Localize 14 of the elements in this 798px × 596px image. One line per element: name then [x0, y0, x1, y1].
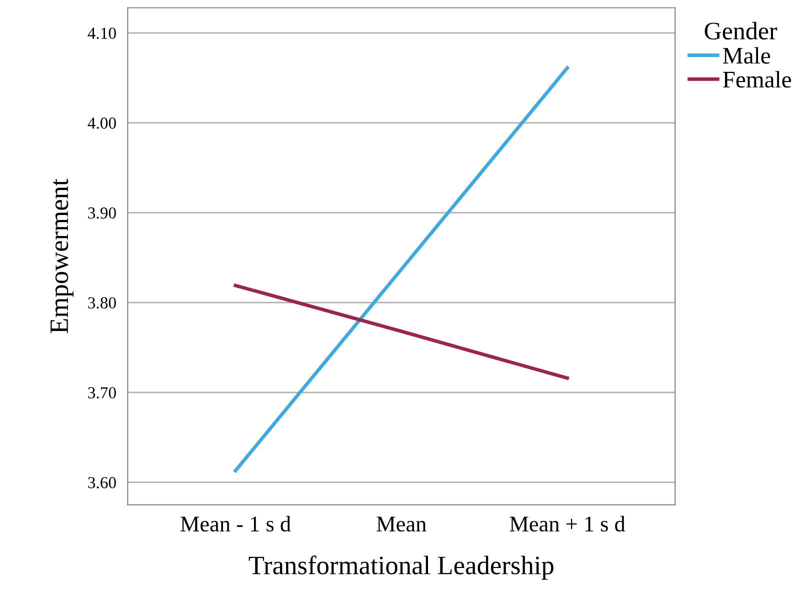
y-tick-label: 3.60 — [88, 477, 116, 488]
x-axis-title: Transformational Leadership — [248, 556, 554, 580]
y-tick-label: 3.90 — [88, 207, 116, 219]
legend-label: Female — [723, 71, 792, 88]
x-tick-label: Mean - 1 s d — [180, 516, 291, 532]
x-tick-label: Mean — [376, 516, 426, 532]
y-tick-label: 3.70 — [88, 387, 116, 398]
y-tick-label: 4.10 — [88, 28, 116, 39]
y-axis-title: Empowerment — [50, 178, 74, 334]
x-tick-label: Mean + 1 s d — [510, 516, 626, 532]
legend-label: Male — [723, 47, 770, 64]
y-tick-label: 4.00 — [88, 118, 116, 129]
legend-title: Gender — [704, 22, 778, 40]
y-tick-label: 3.80 — [88, 297, 116, 309]
